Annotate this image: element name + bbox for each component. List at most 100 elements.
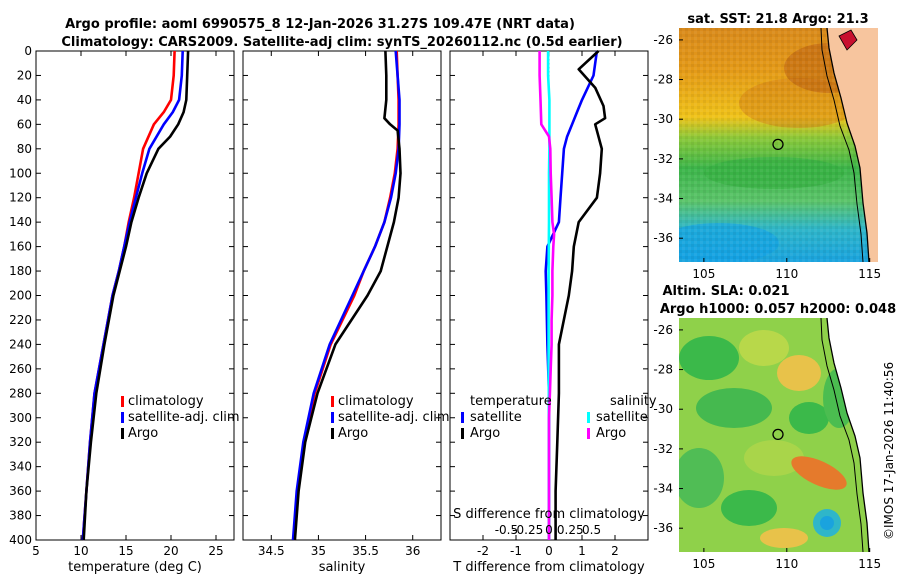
legend-header-temperature: temperature bbox=[470, 394, 552, 409]
x-tick-label: -1 bbox=[510, 544, 522, 558]
salinity-xlabel: salinity bbox=[319, 560, 366, 575]
y-tick-label: 280 bbox=[9, 386, 32, 400]
sst-map-image bbox=[679, 28, 878, 262]
y-tick-label: 80 bbox=[17, 142, 32, 156]
map-y-tick-label: -26 bbox=[653, 323, 673, 337]
legend-label-t-sat: satellite bbox=[470, 410, 522, 425]
sla-argo-location-marker bbox=[772, 428, 784, 441]
sst-argo-location-marker bbox=[772, 138, 784, 151]
x-tick-label: 0 bbox=[545, 544, 553, 558]
map-y-tick-label: -30 bbox=[653, 112, 673, 126]
map-y-tick-label: -36 bbox=[653, 521, 673, 535]
series-line-satellite-adj-clim bbox=[81, 50, 184, 541]
legend-swatch-clim bbox=[121, 396, 124, 407]
s-tick-label: 0 bbox=[545, 523, 553, 537]
y-tick-label: 360 bbox=[9, 484, 32, 498]
legend-header-salinity: salinity bbox=[610, 394, 657, 409]
legend-label-argo: Argo bbox=[338, 426, 368, 441]
map-x-tick-label: 110 bbox=[775, 557, 798, 571]
legend-swatch-sat bbox=[331, 412, 334, 423]
map-y-tick-label: -30 bbox=[653, 402, 673, 416]
legend-swatch-clim bbox=[331, 396, 334, 407]
sla-map-subtitle: Argo h1000: 0.057 h2000: 0.048 bbox=[660, 302, 896, 317]
legend-label-clim: climatology bbox=[338, 394, 414, 409]
y-tick-label: 120 bbox=[9, 191, 32, 205]
y-tick-label: 0 bbox=[24, 44, 32, 58]
x-tick-label: 1 bbox=[578, 544, 586, 558]
y-tick-label: 140 bbox=[9, 215, 32, 229]
salinity-axes bbox=[242, 50, 442, 541]
figure-title-line2: Climatology: CARS2009. Satellite-adj cli… bbox=[61, 35, 622, 50]
temperature-xlabel: temperature (deg C) bbox=[68, 560, 202, 575]
s-tick-label: -0.25 bbox=[512, 523, 543, 537]
x-tick-label: 15 bbox=[118, 544, 133, 558]
x-tick-label: -2 bbox=[477, 544, 489, 558]
difference-panel: -2 -1 0 1 2 S difference from climatology -0… bbox=[449, 50, 657, 575]
series-line-satellite-adj-clim bbox=[291, 50, 401, 541]
legend-swatch-s-sat bbox=[587, 412, 590, 423]
x-tick-label: 20 bbox=[163, 544, 178, 558]
legend-label-argo: Argo bbox=[128, 426, 158, 441]
sst-map-title: sat. SST: 21.8 Argo: 21.3 bbox=[687, 12, 868, 27]
legend-swatch-t-sat bbox=[461, 412, 464, 423]
y-tick-label: 20 bbox=[17, 68, 32, 82]
x-tick-label: 2 bbox=[611, 544, 619, 558]
legend-label-sat: satellite-adj. clim bbox=[128, 410, 240, 425]
map-y-tick-label: -28 bbox=[653, 363, 673, 377]
y-tick-label: 40 bbox=[17, 93, 32, 107]
y-tick-label: 240 bbox=[9, 337, 32, 351]
x-tick-label: 10 bbox=[73, 544, 88, 558]
y-tick-label: 200 bbox=[9, 289, 32, 303]
x-tick-label: 35.5 bbox=[352, 544, 379, 558]
sla-map-title: Altim. SLA: 0.021 bbox=[663, 284, 790, 299]
map-y-tick-label: -32 bbox=[653, 152, 673, 166]
t-difference-label: T difference from climatology bbox=[452, 560, 645, 575]
s-difference-label: S difference from climatology bbox=[453, 507, 645, 522]
map-x-tick-label: 105 bbox=[692, 557, 715, 571]
series-line-argo bbox=[293, 50, 402, 541]
legend-swatch-argo bbox=[331, 428, 334, 439]
y-tick-label: 60 bbox=[17, 117, 32, 131]
y-tick-label: 340 bbox=[9, 460, 32, 474]
temperature-axes bbox=[35, 50, 235, 541]
x-tick-label: 25 bbox=[208, 544, 223, 558]
sla-map-panel: Altim. SLA: 0.021 Argo h1000: 0.057 h200… bbox=[653, 284, 896, 571]
map-y-tick-label: -28 bbox=[653, 73, 673, 87]
salinity-legend: climatology satellite-adj. clim Argo bbox=[331, 394, 450, 441]
y-tick-label: 300 bbox=[9, 411, 32, 425]
y-tick-label: 260 bbox=[9, 362, 32, 376]
sla-map-image bbox=[679, 318, 878, 552]
legend-label-clim: climatology bbox=[128, 394, 204, 409]
y-tick-label: 380 bbox=[9, 509, 32, 523]
temperature-panel: 0 20 40 60 80 100 120 140 160 180 200 220 240 260 280 3… bbox=[9, 44, 240, 575]
s-tick-label: -0.5 bbox=[495, 523, 518, 537]
legend-swatch-argo bbox=[121, 428, 124, 439]
series-line-temperature-argo bbox=[554, 50, 607, 540]
map-x-tick-label: 105 bbox=[692, 267, 715, 281]
legend-swatch-s-argo bbox=[587, 428, 590, 439]
map-y-tick-label: -32 bbox=[653, 442, 673, 456]
x-tick-label: 5 bbox=[32, 544, 40, 558]
map-x-tick-label: 115 bbox=[858, 267, 881, 281]
legend-swatch-t-argo bbox=[461, 428, 464, 439]
legend-label-t-argo: Argo bbox=[470, 426, 500, 441]
map-y-tick-label: -26 bbox=[653, 33, 673, 47]
s-tick-label: 0.25 bbox=[557, 523, 584, 537]
y-tick-label: 320 bbox=[9, 435, 32, 449]
salinity-panel: 34.5 35 35.5 36 salinity climatology satell… bbox=[242, 50, 450, 575]
map-x-tick-label: 110 bbox=[775, 267, 798, 281]
map-y-tick-label: -36 bbox=[653, 231, 673, 245]
y-tick-label: 220 bbox=[9, 313, 32, 327]
y-tick-label: 400 bbox=[9, 533, 32, 547]
series-line-salinity-argo bbox=[538, 51, 556, 540]
figure-title-line1: Argo profile: aoml 6990575_8 12-Jan-2026… bbox=[65, 17, 575, 32]
legend-label-sat: satellite-adj. clim bbox=[338, 410, 450, 425]
series-line-argo bbox=[82, 50, 190, 541]
legend-label-s-argo: Argo bbox=[596, 426, 626, 441]
s-tick-label: 0.5 bbox=[582, 523, 601, 537]
x-tick-label: 36 bbox=[405, 544, 420, 558]
map-y-tick-label: -34 bbox=[653, 482, 673, 496]
x-tick-label: 35 bbox=[311, 544, 326, 558]
map-y-tick-label: -34 bbox=[653, 192, 673, 206]
